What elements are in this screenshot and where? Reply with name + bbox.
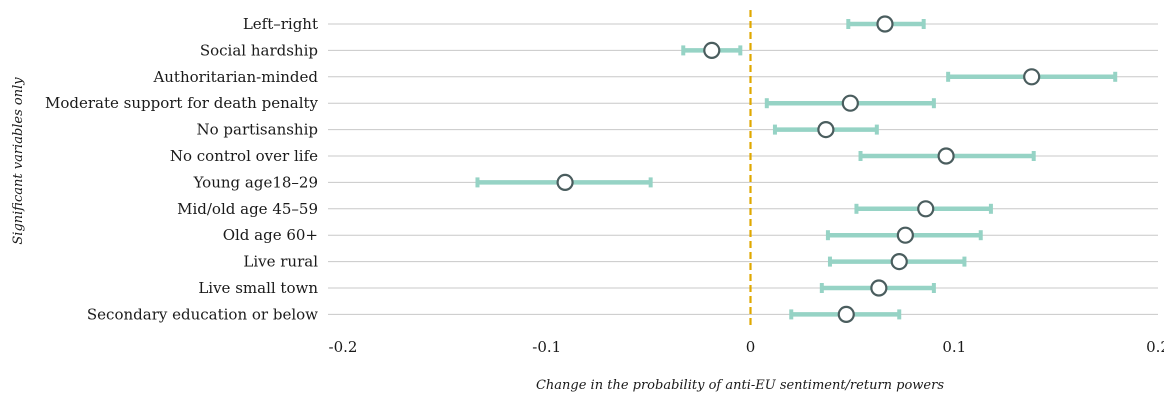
category-label: Moderate support for death penalty bbox=[45, 94, 319, 112]
category-label: Young age18–29 bbox=[193, 173, 318, 191]
point-estimate bbox=[890, 253, 908, 271]
category-label: Authoritarian-minded bbox=[152, 68, 318, 86]
point-estimate bbox=[917, 200, 935, 218]
x-tick-label: -0.2 bbox=[329, 338, 358, 356]
confidence-intervals bbox=[475, 19, 1118, 320]
x-tick-labels: -0.2 -0.1 0 0.1 0.2 bbox=[329, 338, 1164, 356]
gridlines bbox=[328, 23, 1158, 315]
point-estimate bbox=[841, 94, 859, 112]
point-estimate bbox=[937, 147, 955, 165]
x-tick-label: 0 bbox=[746, 338, 756, 356]
category-label: Live rural bbox=[243, 253, 318, 271]
y-axis-title: Significant variables only bbox=[11, 77, 26, 245]
x-axis-title: Change in the probability of anti-EU sen… bbox=[536, 378, 944, 393]
point-estimate bbox=[896, 226, 914, 244]
point-estimate bbox=[837, 305, 855, 323]
category-label: Social hardship bbox=[200, 41, 318, 59]
point-estimate bbox=[870, 279, 888, 297]
category-label: No partisanship bbox=[196, 121, 318, 139]
x-tick-label: -0.1 bbox=[532, 338, 561, 356]
point-estimate bbox=[703, 41, 721, 60]
point-estimate bbox=[817, 121, 835, 139]
category-label: No control over life bbox=[170, 147, 318, 165]
point-estimate bbox=[1023, 68, 1041, 86]
category-label: Mid/old age 45–59 bbox=[177, 200, 318, 218]
x-tick-label: 0.1 bbox=[942, 338, 966, 356]
category-label: Left–right bbox=[243, 15, 318, 33]
category-label: Secondary education or below bbox=[87, 305, 318, 323]
category-label: Old age 60+ bbox=[223, 226, 318, 244]
point-estimate bbox=[876, 15, 894, 33]
category-label: Live small town bbox=[198, 279, 318, 297]
x-tick-label: 0.2 bbox=[1146, 338, 1164, 356]
point-estimates bbox=[556, 15, 1041, 323]
category-labels: Left–right Social hardship Authoritarian-m… bbox=[45, 15, 319, 323]
point-estimate bbox=[556, 173, 574, 191]
